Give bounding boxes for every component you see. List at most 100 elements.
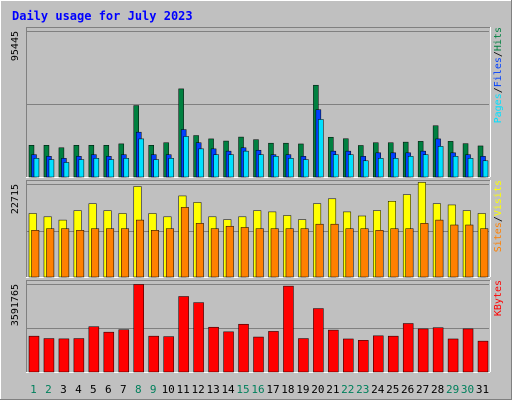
bar-sites-day-15: [240, 227, 249, 278]
bar-sites-day-17: [270, 228, 279, 278]
bar-kbytes-day-23: [358, 340, 369, 373]
bar-kbytes-day-25: [387, 335, 399, 373]
bar-pages-day-4: [78, 159, 85, 178]
x-tick-label-day-10: 10: [162, 383, 175, 396]
legend-kbytes: KBytes: [493, 280, 504, 316]
bar-pages-day-28: [437, 146, 444, 178]
x-tick-label-day-24: 24: [371, 383, 385, 396]
legend-separator: /: [493, 51, 504, 57]
bar-sites-day-8: [136, 219, 144, 278]
bar-sites-day-3: [61, 228, 70, 278]
bar-sites-day-22: [345, 228, 354, 278]
bar-pages-day-17: [273, 156, 279, 178]
bar-pages-day-24: [378, 158, 384, 178]
bar-kbytes-day-1: [28, 335, 40, 373]
bar-sites-day-14: [225, 225, 234, 278]
bar-pages-day-18: [288, 158, 294, 178]
bar-pages-day-22: [348, 154, 354, 178]
y-axis-max-label: 22715: [10, 184, 21, 214]
x-tick-label-day-16: 16: [251, 383, 264, 396]
y-axis-max-label: 3591765: [10, 284, 21, 326]
bar-pages-day-9: [153, 159, 159, 178]
bar-sites-day-27: [420, 223, 429, 278]
bar-kbytes-day-4: [73, 338, 85, 373]
bar-pages-day-29: [452, 156, 459, 178]
x-tick-label-day-2: 2: [45, 383, 52, 396]
bar-sites-day-30: [465, 224, 474, 278]
x-tick-label-day-1: 1: [30, 383, 37, 396]
bar-sites-day-9: [150, 230, 159, 278]
bar-kbytes-day-6: [103, 331, 115, 373]
bar-pages-day-20: [318, 119, 324, 178]
x-tick-label-day-17: 17: [266, 383, 279, 396]
x-tick-label-day-11: 11: [177, 383, 190, 396]
bar-pages-day-31: [482, 160, 489, 178]
panel-visits-sites: 22715: [10, 180, 491, 278]
bar-pages-day-26: [407, 156, 414, 178]
x-tick-label-day-15: 15: [236, 383, 249, 396]
bar-sites-day-18: [285, 228, 294, 278]
bar-kbytes-day-21: [328, 329, 339, 373]
x-tick-label-day-25: 25: [386, 383, 399, 396]
legend-sites: Sites: [493, 222, 504, 252]
bar-pages-day-27: [422, 154, 429, 178]
bar-sites-day-25: [390, 228, 399, 278]
x-tick-label-day-3: 3: [60, 383, 67, 396]
bar-kbytes-day-30: [462, 328, 474, 373]
bar-kbytes-day-11: [178, 296, 189, 373]
legend-files: Files: [493, 57, 504, 87]
x-tick-label-day-19: 19: [296, 383, 309, 396]
x-tick-label-day-20: 20: [311, 383, 324, 396]
bar-sites-day-12: [195, 223, 204, 278]
bar-kbytes-day-18: [283, 285, 294, 373]
bar-pages-day-10: [168, 158, 174, 178]
chart-title: Daily usage for July 2023: [12, 9, 193, 23]
legend-visits-sites: Sites/Visits: [493, 180, 504, 252]
bar-sites-day-1: [31, 230, 40, 278]
bar-kbytes-day-12: [193, 302, 204, 373]
bar-sites-day-21: [330, 223, 339, 278]
bar-pages-day-15: [243, 150, 249, 178]
x-tick-label-day-27: 27: [416, 383, 429, 396]
bar-kbytes-day-8: [133, 284, 144, 373]
legend-kbytes: KBytes: [493, 280, 504, 316]
bar-pages-day-7: [123, 158, 130, 178]
bar-sites-day-23: [360, 228, 369, 278]
bar-pages-day-6: [108, 159, 115, 178]
x-tick-label-day-29: 29: [446, 383, 459, 396]
x-tick-label-day-13: 13: [206, 383, 219, 396]
bar-kbytes-day-15: [238, 323, 249, 373]
bar-pages-day-19: [303, 159, 309, 178]
bar-pages-day-14: [228, 154, 234, 178]
x-axis-day-labels: 1 2 3 4 5 6 7 8 9 10 11 12 13 14 15 16 17 18 19 20 21 22 23 24 2…: [30, 383, 489, 396]
x-tick-label-day-4: 4: [75, 383, 82, 396]
x-tick-label-day-23: 23: [356, 383, 369, 396]
bar-kbytes-day-20: [313, 308, 324, 373]
bar-pages-day-3: [63, 162, 70, 178]
legend-separator: /: [493, 216, 504, 222]
bar-pages-day-5: [93, 158, 100, 178]
x-tick-label-day-14: 14: [221, 383, 235, 396]
x-tick-label-day-12: 12: [192, 383, 205, 396]
bar-sites-day-6: [106, 228, 115, 278]
bar-pages-day-1: [33, 158, 40, 178]
bar-sites-day-4: [76, 230, 85, 278]
bar-sites-day-2: [46, 228, 55, 278]
bar-kbytes-day-9: [148, 335, 159, 373]
x-tick-label-day-30: 30: [461, 383, 474, 396]
bar-kbytes-day-7: [118, 329, 130, 373]
bar-sites-day-29: [450, 224, 459, 278]
x-tick-label-day-5: 5: [90, 383, 97, 396]
x-tick-label-day-6: 6: [105, 383, 112, 396]
bar-sites-day-16: [255, 228, 264, 278]
bar-kbytes-day-29: [447, 338, 459, 373]
chart-panels: 95445 22715 3591765: [10, 27, 491, 373]
bar-kbytes-day-28: [432, 327, 444, 373]
bar-kbytes-day-27: [417, 328, 429, 373]
legend-visits: Visits: [493, 180, 504, 216]
panel-kbytes: 3591765: [10, 280, 491, 373]
bar-pages-day-2: [48, 159, 55, 178]
panel-hits-files-pages: 95445: [10, 27, 491, 178]
